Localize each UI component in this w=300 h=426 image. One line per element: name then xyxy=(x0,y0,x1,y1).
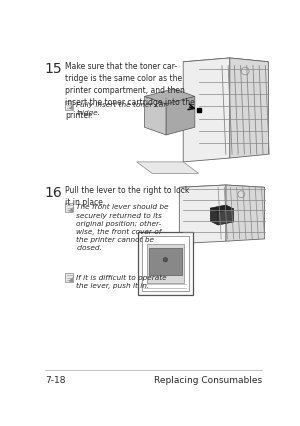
Polygon shape xyxy=(69,208,73,212)
Circle shape xyxy=(238,191,245,198)
Polygon shape xyxy=(226,186,265,242)
FancyBboxPatch shape xyxy=(142,236,189,291)
Polygon shape xyxy=(179,186,226,244)
FancyBboxPatch shape xyxy=(65,101,74,110)
Polygon shape xyxy=(183,59,268,66)
FancyBboxPatch shape xyxy=(149,248,182,276)
Text: 7-18: 7-18 xyxy=(45,375,66,384)
Text: Make sure that the toner car-
tridge is the same color as the
printer compartmen: Make sure that the toner car- tridge is … xyxy=(65,62,195,119)
FancyBboxPatch shape xyxy=(147,245,184,283)
Text: Replacing Consumables: Replacing Consumables xyxy=(154,375,262,384)
Polygon shape xyxy=(179,186,265,190)
Circle shape xyxy=(241,68,249,76)
Text: The front lever should be
securely returned to its
original position; other-
wis: The front lever should be securely retur… xyxy=(76,204,169,250)
Polygon shape xyxy=(137,162,199,174)
Text: Fully insert the toner car-
tridge.: Fully insert the toner car- tridge. xyxy=(76,102,169,116)
Polygon shape xyxy=(145,89,195,105)
Polygon shape xyxy=(145,97,166,135)
Circle shape xyxy=(163,258,168,262)
Polygon shape xyxy=(218,209,234,225)
FancyBboxPatch shape xyxy=(138,233,193,295)
Polygon shape xyxy=(183,59,230,162)
FancyBboxPatch shape xyxy=(65,273,74,282)
Polygon shape xyxy=(69,278,73,282)
Text: 16: 16 xyxy=(44,186,62,199)
Polygon shape xyxy=(230,59,268,158)
Polygon shape xyxy=(166,97,195,135)
Text: Pull the lever to the right to lock
it in place.: Pull the lever to the right to lock it i… xyxy=(65,186,190,207)
Polygon shape xyxy=(69,106,73,110)
Text: 15: 15 xyxy=(45,62,62,76)
Polygon shape xyxy=(210,209,218,225)
FancyBboxPatch shape xyxy=(65,204,74,213)
Text: If it is difficult to operate
the lever, push it in.: If it is difficult to operate the lever,… xyxy=(76,274,167,288)
Polygon shape xyxy=(210,205,234,213)
